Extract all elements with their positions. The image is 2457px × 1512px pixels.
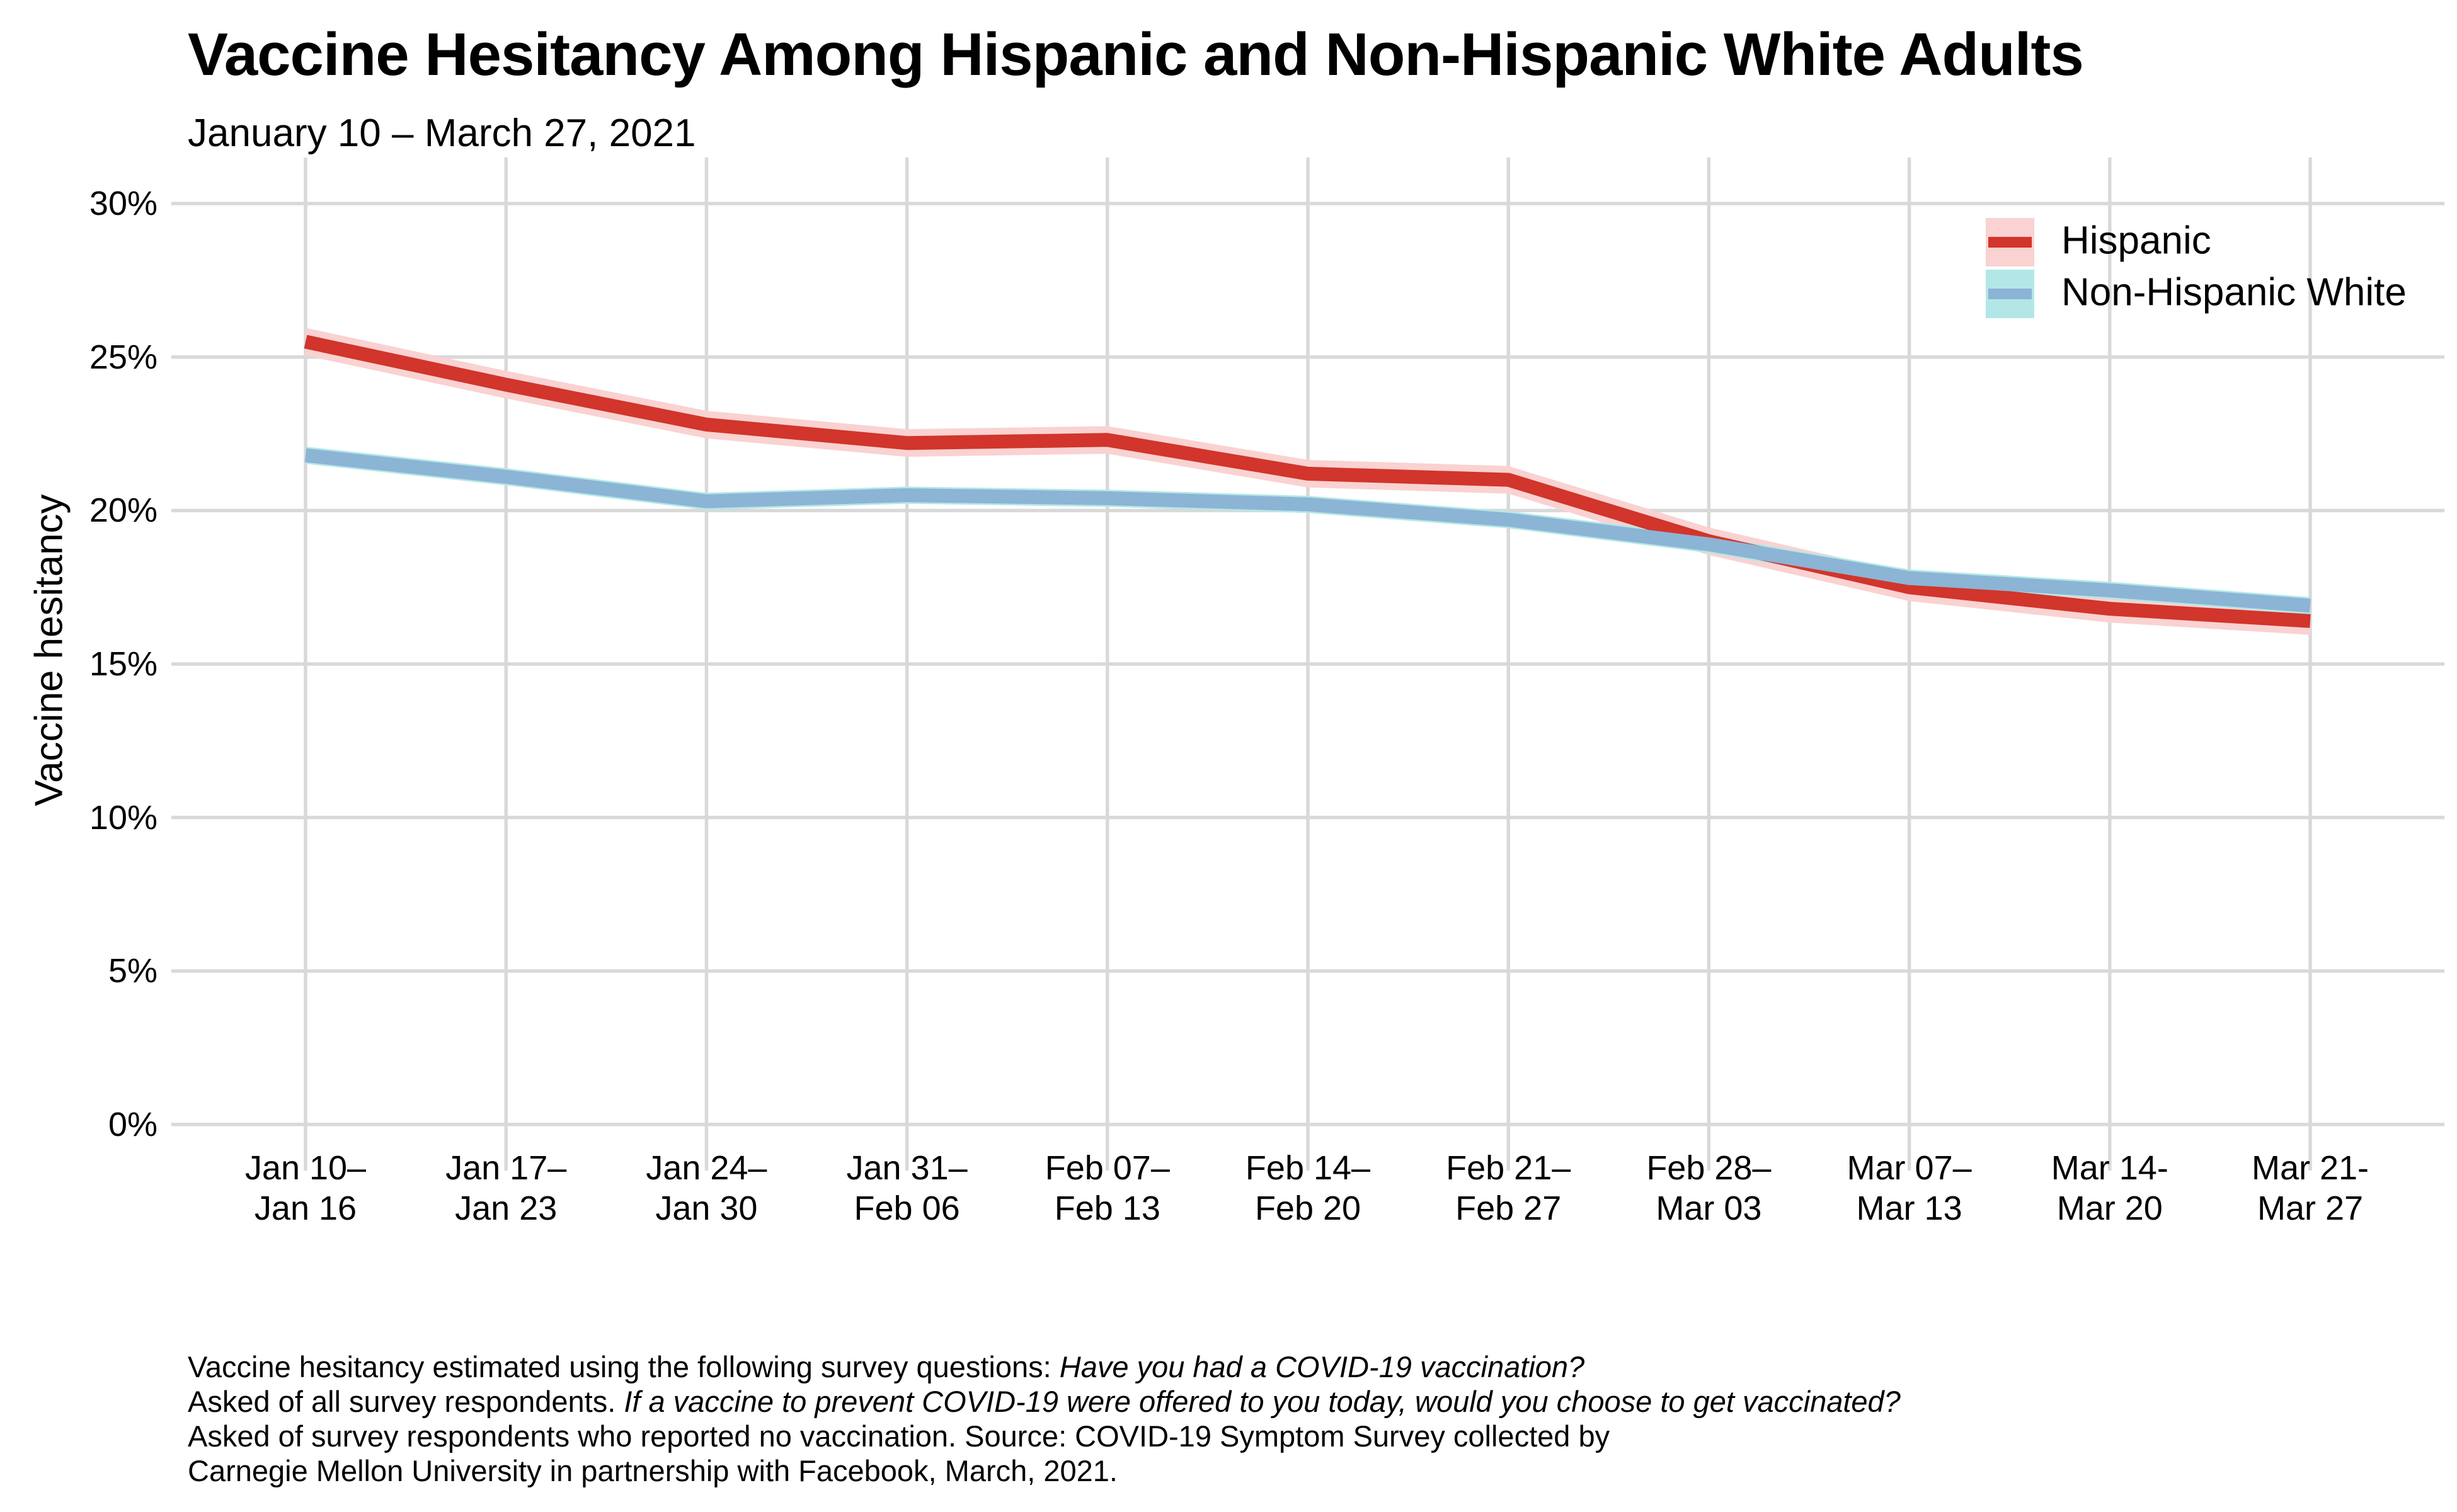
- y-tick-label: 10%: [89, 798, 158, 837]
- caption-line: Vaccine hesitancy estimated using the fo…: [188, 1349, 1901, 1384]
- y-tick-label: 20%: [89, 491, 158, 530]
- x-tick-label: Jan 10– Jan 16: [244, 1149, 367, 1227]
- x-tick-label: Jan 17– Jan 23: [445, 1149, 567, 1227]
- x-tick-label: Mar 14- Mar 20: [2051, 1149, 2168, 1227]
- y-tick-label: 5%: [108, 952, 158, 990]
- y-tick-label: 0%: [108, 1105, 158, 1143]
- legend-key-line: [1988, 289, 2032, 299]
- y-tick-label: 25%: [89, 338, 158, 376]
- caption-segment: Asked of survey respondents who reported…: [188, 1419, 1610, 1453]
- x-tick-label: Feb 28– Mar 03: [1646, 1149, 1772, 1227]
- caption-segment: Carnegie Mellon University in partnershi…: [188, 1454, 1118, 1487]
- plot-panel: [171, 158, 2444, 1171]
- legend-key-swatch: [1986, 270, 2034, 318]
- x-tick-label: Mar 21- Mar 27: [2251, 1149, 2369, 1227]
- caption-segment: If a vaccine to prevent COVID-19 were of…: [624, 1385, 1901, 1418]
- legend-label: Hispanic: [2061, 219, 2211, 263]
- y-tick-label: 30%: [89, 185, 158, 223]
- chart-subtitle: January 10 – March 27, 2021: [188, 112, 696, 155]
- caption-segment: Have you had a COVID-19 vaccination?: [1059, 1350, 1585, 1383]
- x-tick-label: Feb 07– Feb 13: [1045, 1149, 1170, 1227]
- x-tick-label: Jan 31– Feb 06: [846, 1149, 968, 1227]
- legend-key-line: [1988, 237, 2032, 248]
- caption-line: Carnegie Mellon University in partnershi…: [188, 1453, 1901, 1488]
- caption-segment: Asked of all survey respondents.: [188, 1385, 624, 1418]
- caption-line: Asked of all survey respondents. If a va…: [188, 1384, 1901, 1419]
- series-line: [304, 448, 2311, 613]
- caption-segment: Vaccine hesitancy estimated using the fo…: [188, 1350, 1060, 1383]
- plot-area: [171, 158, 2444, 1171]
- x-tick-label: Feb 14– Feb 20: [1245, 1149, 1371, 1227]
- legend-label: Non-Hispanic White: [2061, 270, 2407, 314]
- x-tick-label: Jan 24– Jan 30: [646, 1149, 767, 1227]
- series-line: [304, 335, 2311, 628]
- caption-line: Asked of survey respondents who reported…: [188, 1419, 1901, 1453]
- caption: Vaccine hesitancy estimated using the fo…: [188, 1349, 1901, 1488]
- x-tick-label: Mar 07– Mar 13: [1847, 1149, 1972, 1227]
- ci-band: [306, 447, 2310, 615]
- legend-key-swatch: [1986, 218, 2034, 266]
- y-tick-label: 15%: [89, 645, 158, 683]
- chart-title: Vaccine Hesitancy Among Hispanic and Non…: [188, 21, 2084, 88]
- x-tick-label: Feb 21– Feb 27: [1446, 1149, 1571, 1227]
